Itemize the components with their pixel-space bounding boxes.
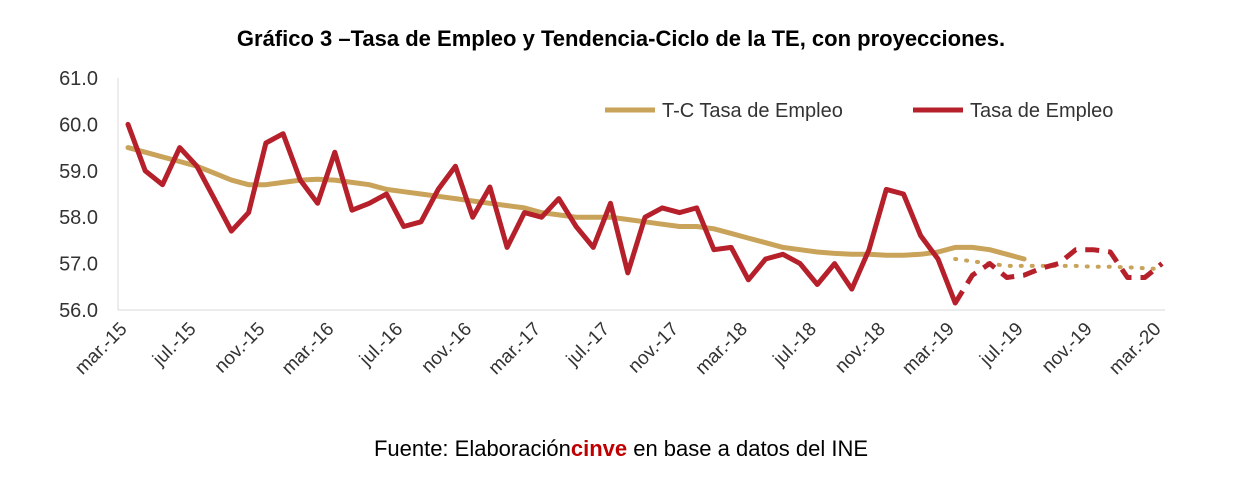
legend-label-te: Tasa de Empleo	[970, 100, 1113, 122]
x-tick-label: mar.-15	[71, 319, 131, 379]
y-tick-label: 61.0	[59, 68, 98, 90]
legend: T-C Tasa de Empleo Tasa de Empleo	[605, 100, 1113, 122]
source-prefix: Fuente: Elaboración	[373, 436, 571, 461]
chart-title: Gráfico 3 –Tasa de Empleo y Tendencia-Ci…	[236, 26, 1006, 51]
y-tick-label: 60.0	[59, 114, 98, 136]
legend-label-tc: T-C Tasa de Empleo	[662, 100, 843, 122]
x-tick-label: jul.-17	[562, 319, 614, 371]
series-line-2	[125, 121, 958, 306]
x-tick-label: nov.-19	[1038, 319, 1097, 378]
x-tick-labels: mar.-15 jul.-15 nov.-15 mar.-16 jul.-16 nov.-…	[71, 319, 1165, 379]
x-tick-label: jul.-15	[148, 319, 200, 371]
x-tick-label: nov.-16	[418, 319, 477, 378]
x-tick-label: mar.-16	[278, 319, 338, 379]
x-tick-label: nov.-15	[211, 319, 270, 378]
y-tick-label: 57.0	[59, 254, 98, 276]
x-tick-label: mar.-18	[692, 319, 752, 379]
y-tick-label: 58.0	[59, 207, 98, 229]
x-tick-label: mar.-20	[1105, 319, 1165, 379]
x-tick-label: jul.-19	[976, 319, 1028, 371]
x-tick-label: jul.-18	[769, 319, 821, 371]
x-tick-label: mar.-17	[485, 319, 545, 379]
y-tick-labels: 56.0 57.0 58.0 59.0 60.0 61.0	[59, 68, 98, 322]
series-line-0	[125, 145, 1027, 262]
source-suffix: en base a datos del INE	[627, 436, 869, 461]
series-line-3	[953, 247, 1164, 305]
x-tick-label: mar.-19	[898, 319, 958, 379]
source-brand: cinve	[570, 436, 628, 461]
x-tick-label: nov.-17	[624, 319, 683, 378]
source-note: Fuente: Elaboracióncinve en base a datos…	[0, 436, 1242, 462]
x-tick-label: jul.-16	[355, 319, 407, 371]
y-tick-label: 59.0	[59, 161, 98, 183]
y-tick-label: 56.0	[59, 300, 98, 322]
x-tick-label: nov.-18	[831, 319, 890, 378]
series-layer	[125, 121, 1164, 306]
